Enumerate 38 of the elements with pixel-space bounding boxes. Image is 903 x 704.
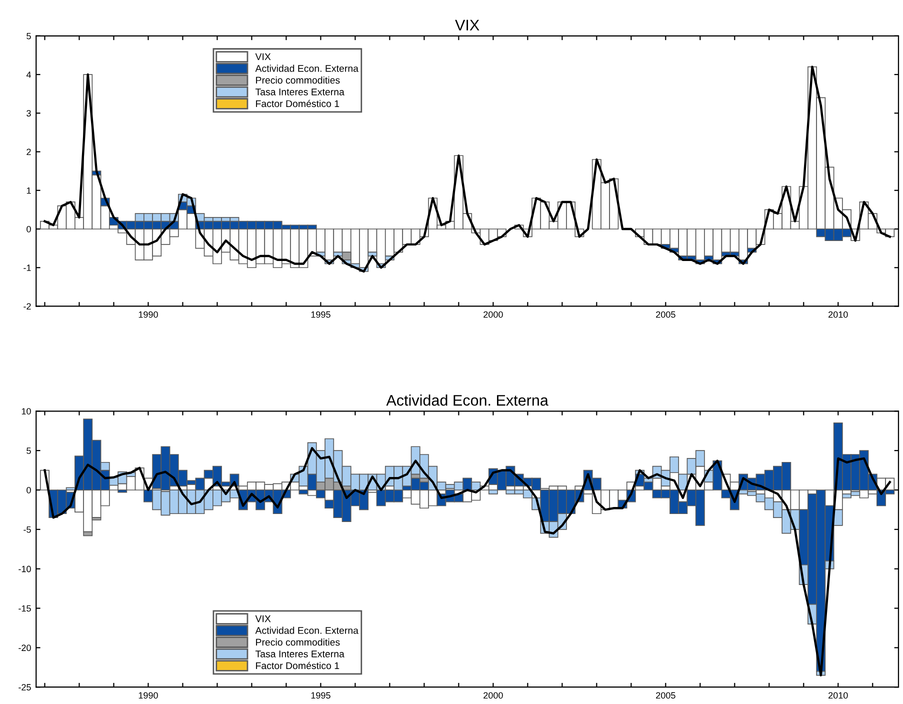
- y-tick-label: 10: [22, 408, 31, 414]
- x-tick-label: 2010: [828, 311, 848, 318]
- y-tick-label: 0: [26, 486, 31, 494]
- y-tick-label: -1: [24, 264, 31, 271]
- x-tick-label: 2000: [484, 692, 503, 699]
- legend-label: Actividad Econ. Externa: [255, 626, 358, 634]
- y-tick-label: 1: [26, 187, 31, 194]
- x-tick-label: 1990: [138, 692, 158, 699]
- x-tick-label: 2005: [656, 692, 676, 699]
- legend-label: Tasa Interes Externa: [255, 650, 344, 658]
- y-tick-label: -2: [24, 303, 31, 310]
- y-tick-label: -5: [24, 526, 31, 533]
- y-tick-label: 5: [26, 32, 31, 40]
- y-tick-label: 4: [26, 72, 31, 78]
- x-tick-label: 1990: [138, 311, 158, 318]
- y-tick-label: -10: [18, 566, 31, 572]
- legend-label: VIX: [255, 53, 271, 60]
- x-tick-label: 2000: [484, 311, 503, 318]
- chart-title: Actividad Econ. Externa: [386, 394, 548, 406]
- legend-label: Precio commodities: [256, 76, 340, 84]
- y-tick-label: -20: [18, 644, 31, 652]
- legend-label: Factor Doméstico 1: [256, 100, 340, 108]
- x-tick-label: 2010: [828, 692, 848, 699]
- y-tick-label: 3: [26, 110, 31, 117]
- y-tick-label: 0: [26, 226, 31, 232]
- chart-title: VIX: [455, 20, 480, 30]
- legend-label: Actividad Econ. Externa: [255, 64, 358, 72]
- legend-label: Precio commodities: [256, 638, 340, 646]
- legend-label: Tasa Interes Externa: [255, 88, 344, 96]
- y-tick-label: -15: [18, 605, 31, 612]
- x-tick-label: 1995: [311, 692, 330, 699]
- x-tick-label: 2005: [656, 311, 676, 318]
- y-tick-label: 5: [26, 448, 31, 454]
- x-tick-label: 1995: [311, 311, 330, 318]
- legend-label: VIX: [255, 615, 271, 622]
- y-tick-label: -25: [18, 684, 31, 690]
- y-tick-label: 2: [26, 148, 31, 156]
- legend-label: Factor Doméstico 1: [256, 662, 340, 670]
